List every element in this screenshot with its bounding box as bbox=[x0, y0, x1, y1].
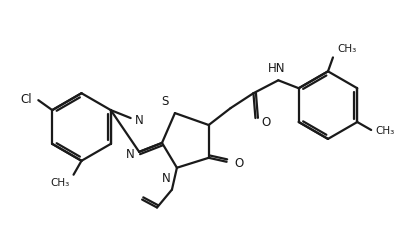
Text: CH₃: CH₃ bbox=[375, 126, 394, 136]
Text: N: N bbox=[135, 114, 143, 127]
Text: Cl: Cl bbox=[21, 93, 32, 106]
Text: HN: HN bbox=[267, 62, 285, 75]
Text: CH₃: CH₃ bbox=[50, 178, 70, 188]
Text: S: S bbox=[162, 95, 169, 108]
Text: CH₃: CH₃ bbox=[337, 44, 356, 54]
Text: O: O bbox=[234, 157, 244, 170]
Text: O: O bbox=[261, 115, 271, 129]
Text: N: N bbox=[125, 148, 134, 161]
Text: N: N bbox=[162, 172, 171, 185]
